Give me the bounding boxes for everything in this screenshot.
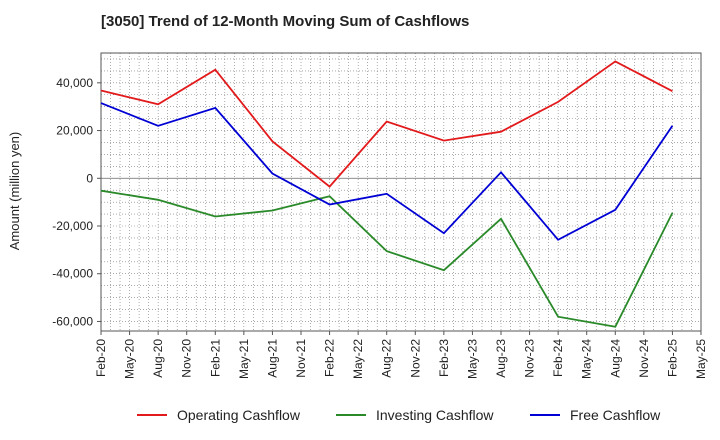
y-tick-label: -20,000 — [52, 219, 93, 233]
y-tick-label: 20,000 — [56, 124, 93, 138]
series-lines — [100, 60, 674, 328]
y-tick-labels: 40,000 20,000 0 -20,000 -40,000 -60,000 — [52, 76, 101, 328]
x-tick-label: Feb-22 — [323, 339, 337, 377]
grid — [100, 53, 702, 331]
y-axis-label: Amount (million yen) — [7, 132, 22, 251]
x-tick-label: Feb-24 — [551, 339, 565, 377]
x-tick-label: Nov-20 — [180, 339, 194, 378]
x-tick-label: Aug-24 — [608, 339, 622, 378]
x-tick-label: May-20 — [123, 339, 137, 379]
legend-label: Operating Cashflow — [177, 407, 301, 423]
series-line-free-cashflow — [100, 102, 674, 241]
plot-frame — [100, 52, 702, 332]
x-tick-label: May-25 — [694, 339, 708, 379]
x-tick-label: May-24 — [580, 339, 594, 379]
x-tick-label: Nov-24 — [637, 339, 651, 378]
x-tick-label: Aug-22 — [380, 339, 394, 378]
x-tick-label: May-21 — [237, 339, 251, 379]
y-tick-label: -60,000 — [52, 314, 93, 328]
series-line-investing-cashflow — [100, 189, 674, 328]
y-tick-label: -40,000 — [52, 267, 93, 281]
legend-label: Free Cashflow — [570, 407, 661, 423]
x-tick-label: Feb-23 — [437, 339, 451, 377]
x-tick-label: May-23 — [465, 339, 479, 379]
x-tick-label: Aug-23 — [494, 339, 508, 378]
x-tick-label: Nov-22 — [408, 339, 422, 378]
x-tick-label: Feb-21 — [208, 339, 222, 377]
y-tick-label: 40,000 — [56, 76, 93, 90]
legend: Operating Cashflow Investing Cashflow Free… — [137, 407, 661, 423]
x-tick-labels: Feb-20 May-20 Aug-20 Nov-20 Feb-21 May-21 Aug-… — [94, 331, 708, 379]
x-tick-label: Feb-20 — [94, 339, 108, 377]
y-tick-label: 0 — [86, 171, 93, 185]
series-line-operating-cashflow — [100, 60, 673, 188]
x-tick-label: Aug-20 — [151, 339, 165, 378]
x-tick-label: Feb-25 — [665, 339, 679, 377]
x-tick-label: May-22 — [351, 339, 365, 379]
legend-label: Investing Cashflow — [376, 407, 494, 423]
x-tick-label: Nov-23 — [523, 339, 537, 378]
x-tick-label: Aug-21 — [265, 339, 279, 378]
chart-title: [3050] Trend of 12-Month Moving Sum of C… — [101, 13, 470, 30]
x-tick-label: Nov-21 — [294, 339, 308, 378]
